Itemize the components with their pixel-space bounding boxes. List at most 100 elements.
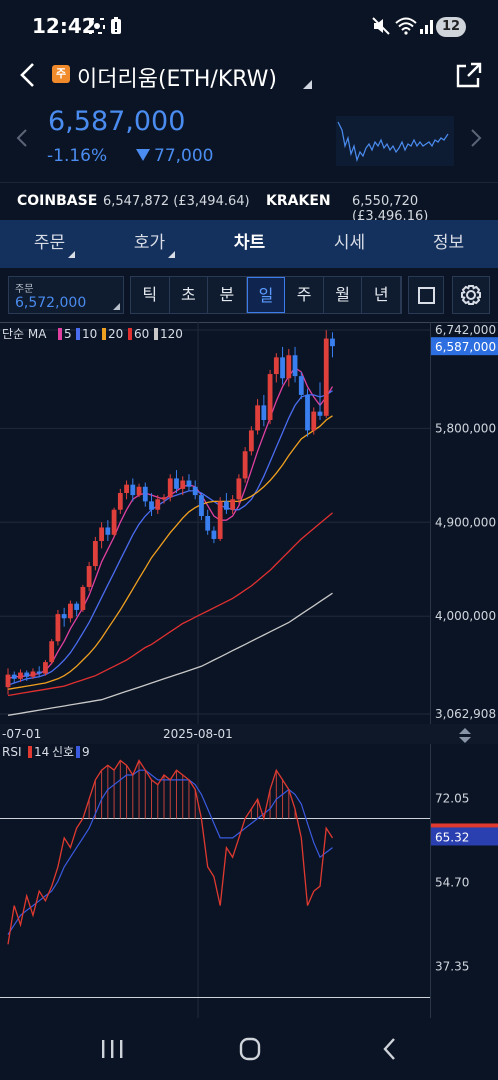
mute-icon (372, 17, 390, 39)
ma-line-ma20 (7, 415, 333, 690)
rsi-legend-swatch (28, 746, 32, 758)
candle-body (311, 411, 317, 431)
legend-swatch (128, 328, 132, 340)
candle-body (5, 674, 11, 688)
rsi-current-tag (431, 827, 498, 846)
candle-body (167, 478, 173, 498)
period-4[interactable]: 주 (285, 277, 324, 313)
candle-body (317, 411, 323, 416)
candle-body (24, 672, 30, 677)
price-axis-label: 3,062,908 (435, 707, 496, 721)
home-button[interactable] (230, 1034, 270, 1064)
share-button[interactable] (454, 60, 484, 90)
candle-body (305, 394, 310, 431)
candle-body (192, 486, 198, 496)
candle-body (330, 338, 335, 347)
candle-body (36, 671, 42, 674)
candle-body (55, 614, 61, 642)
candle-body (261, 405, 267, 420)
candle-body (149, 501, 154, 510)
mini-chart (336, 116, 454, 166)
market-tag: 주 (52, 65, 70, 83)
change-percent: -1.16% (47, 146, 108, 166)
period-3[interactable]: 일 (246, 277, 286, 313)
tab-info[interactable]: 정보 (432, 233, 465, 253)
fullscreen-button[interactable] (408, 276, 444, 314)
candle-body (99, 527, 104, 542)
resize-down-icon (459, 737, 471, 743)
status-bar: 12:42 12 (0, 0, 498, 54)
dropdown-icon (68, 251, 75, 258)
rsi-axis-label: 54.70 (435, 876, 469, 890)
rsi-line (7, 759, 334, 945)
dropdown-icon (168, 251, 175, 258)
recent-apps-button[interactable] (92, 1034, 132, 1064)
tab-quotes[interactable]: 시세 (333, 233, 366, 253)
candle-body (124, 484, 129, 494)
rsi-legend-signal: 신호 (52, 745, 74, 759)
candle-body (61, 614, 67, 619)
home-icon (239, 1037, 261, 1061)
legend-ma-period: 20 (108, 327, 123, 341)
current-price-tag (431, 337, 498, 356)
rsi-current-tag-red (431, 823, 498, 828)
battery-level: 12 (436, 17, 466, 37)
candle-body (86, 566, 92, 587)
order-price-selector[interactable]: 주문 6,572,000 (8, 276, 124, 314)
price-axis-label: 6,742,000 (435, 323, 496, 337)
legend-ma-period: 10 (82, 327, 97, 341)
period-1[interactable]: 초 (170, 277, 209, 313)
candle-body (174, 478, 179, 489)
back-button[interactable] (18, 60, 38, 98)
price-chart[interactable]: 6,742,000 5,800,000 4,900,000 4,000,000 3,06… (0, 322, 498, 1018)
page-title[interactable]: 이더리움(ETH/KRW) (77, 67, 277, 92)
period-0[interactable]: 틱 (131, 277, 170, 313)
period-6[interactable]: 년 (362, 277, 401, 313)
legend-ma-period: 120 (160, 327, 183, 341)
legend-ma-period: 5 (64, 327, 72, 341)
status-time: 12:42 (32, 14, 96, 38)
title-dropdown-icon[interactable] (303, 80, 312, 89)
signal-icon (420, 17, 434, 39)
candle-body (18, 672, 23, 679)
system-back-button[interactable] (370, 1034, 410, 1064)
next-coin-button[interactable] (470, 128, 482, 153)
legend-swatch (76, 328, 80, 340)
tab-orderbook[interactable]: 호가 (100, 220, 199, 268)
candle-body (199, 495, 204, 516)
candle-body (267, 374, 273, 420)
main-tabs: 주문 호가 차트 시세 정보 (0, 220, 498, 268)
rsi-axis-label: 72.05 (435, 792, 469, 806)
period-5[interactable]: 월 (324, 277, 363, 313)
current-price-tag-label: 6,587,000 (435, 340, 496, 354)
current-price: 6,587,000 (48, 106, 186, 137)
candle-body (30, 671, 36, 677)
candle-body (180, 480, 186, 489)
date-label: -07-01 (2, 727, 41, 741)
candle-body (155, 499, 161, 510)
date-label: 2025-08-01 (163, 727, 233, 741)
legend-swatch (154, 328, 158, 340)
settings-button[interactable] (452, 276, 490, 314)
candle-body (74, 603, 80, 610)
candle-body (286, 355, 292, 379)
dropdown-icon (113, 303, 120, 310)
back-icon (383, 1038, 395, 1060)
rsi-current-value: 65.32 (435, 830, 469, 844)
candle-body (117, 493, 123, 510)
candle-body (224, 501, 229, 510)
prev-coin-button[interactable] (16, 128, 28, 153)
tab-order[interactable]: 주문 (0, 220, 99, 268)
candle-body (105, 527, 111, 535)
rsi-legend-signal-period: 9 (82, 745, 90, 759)
candle-body (80, 586, 86, 610)
candle-body (11, 674, 17, 679)
period-2[interactable]: 분 (208, 277, 247, 313)
candle-body (136, 486, 142, 496)
price-axis-label: 4,000,000 (435, 609, 496, 623)
exchange-price: 6,547,872 (£3,494.64) (103, 194, 250, 209)
candle-body (111, 509, 117, 535)
candle-body (161, 497, 167, 500)
tab-chart[interactable]: 차트 (233, 233, 266, 253)
